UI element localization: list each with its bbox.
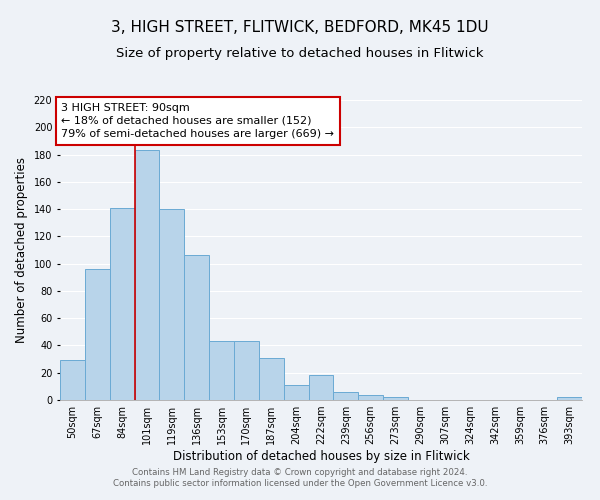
- Bar: [134, 150, 160, 400]
- Text: Contains HM Land Registry data © Crown copyright and database right 2024.
Contai: Contains HM Land Registry data © Crown c…: [113, 468, 487, 487]
- Bar: [110, 208, 134, 400]
- Bar: [383, 398, 408, 400]
- Text: Size of property relative to detached houses in Flitwick: Size of property relative to detached ho…: [116, 48, 484, 60]
- X-axis label: Distribution of detached houses by size in Flitwick: Distribution of detached houses by size …: [173, 450, 469, 463]
- Bar: [234, 342, 259, 400]
- Bar: [209, 342, 234, 400]
- Bar: [85, 269, 110, 400]
- Bar: [259, 358, 284, 400]
- Text: 3 HIGH STREET: 90sqm
← 18% of detached houses are smaller (152)
79% of semi-deta: 3 HIGH STREET: 90sqm ← 18% of detached h…: [61, 102, 334, 139]
- Bar: [284, 385, 308, 400]
- Bar: [308, 376, 334, 400]
- Bar: [160, 209, 184, 400]
- Text: 3, HIGH STREET, FLITWICK, BEDFORD, MK45 1DU: 3, HIGH STREET, FLITWICK, BEDFORD, MK45 …: [111, 20, 489, 35]
- Bar: [184, 256, 209, 400]
- Y-axis label: Number of detached properties: Number of detached properties: [15, 157, 28, 343]
- Bar: [334, 392, 358, 400]
- Bar: [557, 398, 582, 400]
- Bar: [358, 394, 383, 400]
- Bar: [60, 360, 85, 400]
